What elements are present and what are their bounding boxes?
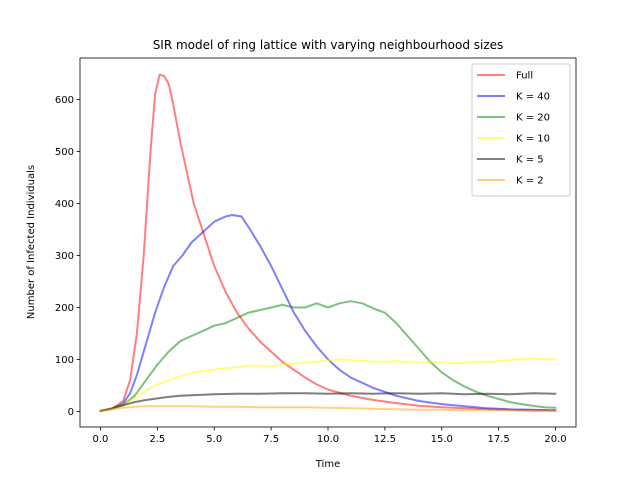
legend-label: K = 2 <box>516 176 544 187</box>
x-tick-label: 15.0 <box>431 434 453 445</box>
series-line-5 <box>99 405 557 412</box>
y-axis-ticks: 0 100 200 300 400 500 600 <box>55 95 80 418</box>
x-tick-label: 17.5 <box>488 434 510 445</box>
legend: Full K = 40 K = 20 K = 10 K = 5 K = 2 <box>471 63 571 197</box>
y-tick-label: 600 <box>55 95 74 106</box>
x-tick-label: 0.0 <box>93 434 109 445</box>
x-tick-label: 10.0 <box>317 434 339 445</box>
x-tick-label: 12.5 <box>374 434 396 445</box>
y-tick-label: 0 <box>68 407 74 418</box>
x-tick-label: 5.0 <box>206 434 222 445</box>
legend-label: K = 5 <box>516 155 544 166</box>
legend-label: K = 10 <box>516 134 550 145</box>
legend-label: Full <box>516 71 533 82</box>
x-axis-title: Time <box>315 459 340 470</box>
legend-label: K = 20 <box>516 113 550 124</box>
series-line-4 <box>99 392 557 412</box>
series-line-1 <box>99 214 557 412</box>
chart-title: SIR model of ring lattice with varying n… <box>153 38 504 52</box>
y-tick-label: 200 <box>55 303 74 314</box>
x-axis-ticks: 0.0 2.5 5.0 7.5 10.0 12.5 15.0 17.5 20.0 <box>93 427 567 445</box>
x-tick-label: 7.5 <box>263 434 279 445</box>
plot-frame <box>79 57 577 428</box>
x-tick-label: 2.5 <box>149 434 165 445</box>
y-tick-label: 500 <box>55 147 74 158</box>
series-line-0 <box>99 73 557 412</box>
y-tick-label: 100 <box>55 355 74 366</box>
y-tick-label: 300 <box>55 251 74 262</box>
y-axis-title: Number of Infected Individuals <box>26 165 37 319</box>
legend-items: Full K = 40 K = 20 K = 10 K = 5 K = 2 <box>477 71 550 187</box>
series-layer <box>99 73 557 412</box>
x-tick-label: 20.0 <box>544 434 566 445</box>
legend-label: K = 40 <box>516 92 550 103</box>
y-tick-label: 400 <box>55 199 74 210</box>
series-line-3 <box>99 357 557 412</box>
